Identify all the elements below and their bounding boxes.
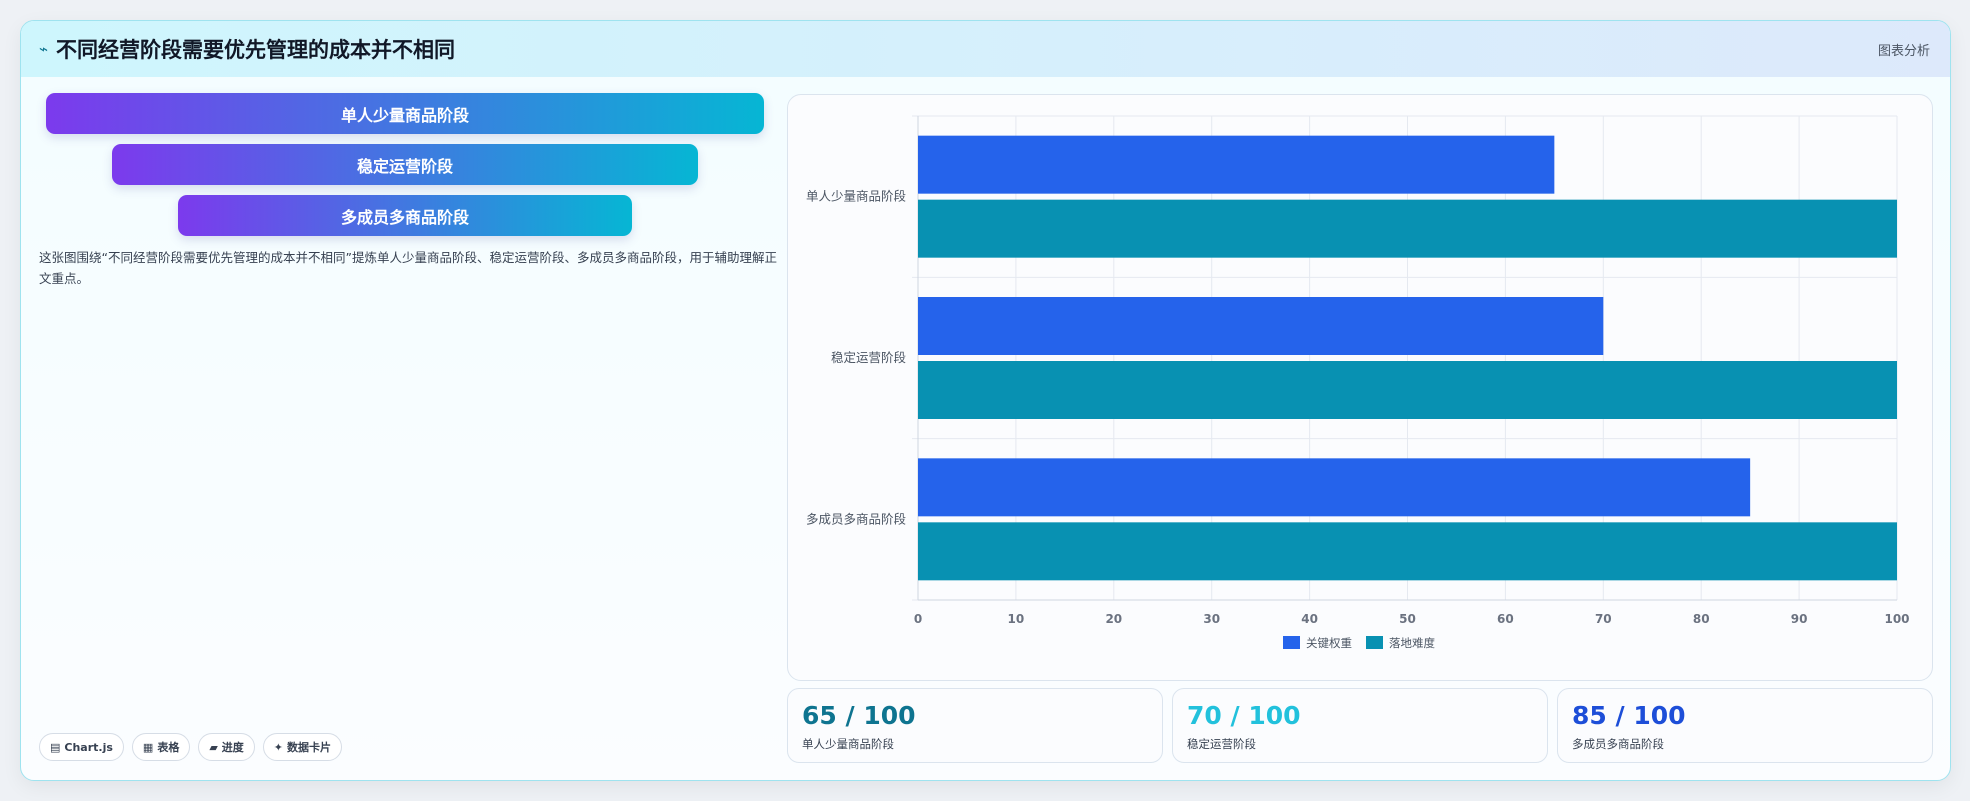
tag-label: 进度: [221, 741, 244, 754]
x-tick-label: 40: [1301, 612, 1318, 626]
x-tick-label: 20: [1105, 612, 1122, 626]
bar-key-weight: [918, 297, 1604, 355]
stat-card-3: 85 / 100 多成员多商品阶段: [1557, 688, 1933, 763]
tag-list: ▤ Chart.js ▦ 表格 ▰ 进度 ✦ 数据卡片: [39, 733, 343, 761]
tag-progress[interactable]: ▰ 进度: [198, 733, 255, 761]
funnel-step-3: 多成员多商品阶段: [178, 195, 632, 236]
legend-swatch: [1283, 636, 1300, 649]
bar-difficulty: [918, 522, 1897, 581]
chart-panel: 单人少量商品阶段稳定运营阶段多成员多商品阶段 0 10 20 30 40 50 60 70 80 9…: [787, 94, 1933, 681]
bar-difficulty: [918, 361, 1897, 419]
legend-label: 落地难度: [1389, 636, 1435, 650]
x-tick-label: 10: [1008, 612, 1025, 626]
tag-table[interactable]: ▦ 表格: [131, 733, 191, 761]
x-tick-label: 100: [1884, 612, 1909, 626]
stat-value: 70 / 100: [1187, 701, 1301, 730]
tag-label: 表格: [157, 741, 180, 754]
card-header: ⌁ 不同经营阶段需要优先管理的成本并不相同 图表分析: [21, 21, 1950, 77]
tag-label: Chart.js: [64, 740, 113, 754]
stat-value: 65 / 100: [802, 701, 916, 730]
legend-swatch: [1366, 636, 1383, 649]
y-tick-label: 多成员多商品阶段: [806, 511, 906, 526]
stat-card-2: 70 / 100 稳定运营阶段: [1172, 688, 1548, 763]
x-tick-label: 90: [1791, 612, 1808, 626]
y-tick-label: 稳定运营阶段: [831, 350, 906, 365]
stat-label: 单人少量商品阶段: [802, 737, 894, 751]
x-tick-label: 30: [1203, 612, 1220, 626]
stat-label: 多成员多商品阶段: [1572, 737, 1664, 751]
x-tick-label: 50: [1399, 612, 1416, 626]
tag-data-card[interactable]: ✦ 数据卡片: [262, 733, 343, 761]
table-icon: ▦: [142, 740, 154, 754]
stat-card-1: 65 / 100 单人少量商品阶段: [787, 688, 1163, 763]
bar-key-weight: [918, 458, 1751, 517]
chart-card: ⌁ 不同经营阶段需要优先管理的成本并不相同 图表分析 单人少量商品阶段 稳定运营…: [20, 20, 1951, 781]
tag-chartjs[interactable]: ▤ Chart.js: [39, 733, 124, 761]
progress-icon: ▰: [209, 740, 218, 754]
trend-icon: ⌁: [39, 40, 49, 58]
legend-label: 关键权重: [1306, 636, 1352, 650]
funnel-step-2: 稳定运营阶段: [112, 144, 698, 185]
stat-label: 稳定运营阶段: [1187, 737, 1256, 751]
card-icon: ✦: [273, 740, 284, 754]
chart-description: 这张图围绕“不同经营阶段需要优先管理的成本并不相同”提炼单人少量商品阶段、稳定运…: [39, 250, 777, 286]
chart-analysis-link[interactable]: 图表分析: [1877, 44, 1930, 59]
page-title: 不同经营阶段需要优先管理的成本并不相同: [56, 38, 456, 62]
bar-key-weight: [918, 135, 1555, 194]
y-tick-label: 单人少量商品阶段: [806, 189, 906, 204]
tag-label: 数据卡片: [287, 741, 332, 754]
bar-difficulty: [918, 199, 1897, 258]
x-tick-label: 60: [1497, 612, 1514, 626]
x-tick-label: 70: [1595, 612, 1612, 626]
funnel-step-1: 单人少量商品阶段: [46, 93, 764, 134]
chart-icon: ▤: [50, 740, 61, 754]
x-tick-label: 0: [914, 612, 922, 626]
stat-value: 85 / 100: [1572, 701, 1686, 730]
x-tick-label: 80: [1693, 612, 1710, 626]
